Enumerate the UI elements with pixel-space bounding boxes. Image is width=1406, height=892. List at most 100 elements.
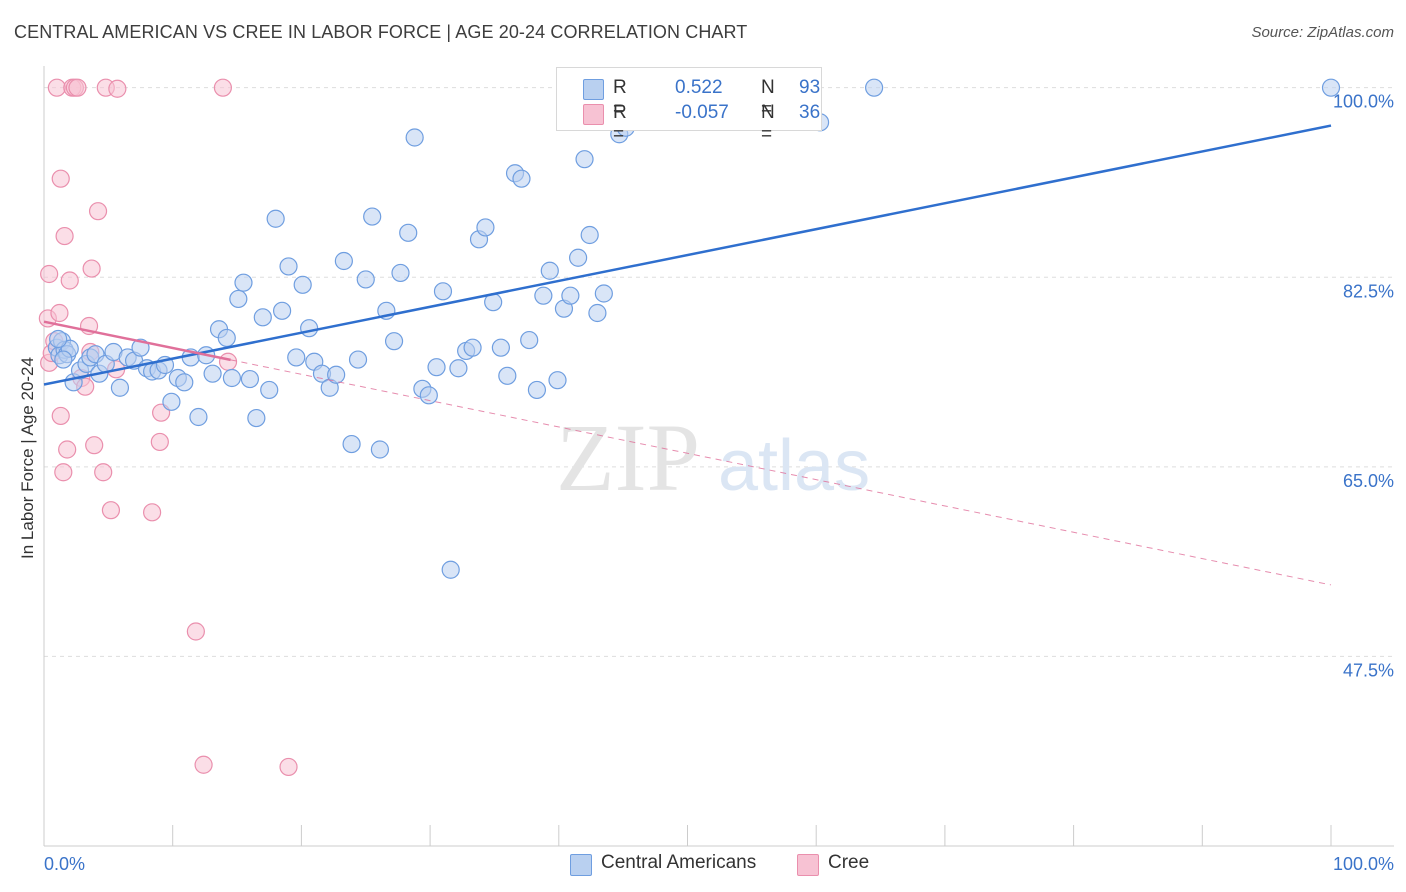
data-point bbox=[548, 371, 567, 390]
data-point bbox=[49, 329, 68, 349]
watermark: ZIP atlas bbox=[556, 404, 870, 511]
data-point bbox=[110, 378, 130, 397]
data-point bbox=[327, 365, 346, 384]
legend-label: Cree bbox=[828, 852, 870, 873]
data-point bbox=[279, 257, 298, 276]
data-point bbox=[279, 757, 298, 777]
data-point bbox=[512, 169, 531, 188]
trendlines bbox=[43, 124, 1332, 586]
watermark-atlas: atlas bbox=[718, 426, 870, 506]
r-label: R = bbox=[613, 77, 627, 120]
data-point bbox=[405, 128, 424, 147]
y-tick-label: 47.5% bbox=[1343, 660, 1394, 680]
data-point bbox=[293, 275, 312, 294]
data-point bbox=[60, 271, 79, 290]
data-point bbox=[217, 328, 236, 348]
x-tick-label: 100.0% bbox=[1333, 854, 1394, 874]
data-point bbox=[520, 330, 539, 350]
watermark-zip: ZIP bbox=[556, 404, 700, 511]
data-point bbox=[54, 350, 73, 369]
data-point bbox=[363, 207, 382, 226]
data-point bbox=[68, 78, 87, 97]
data-point bbox=[348, 350, 368, 369]
data-point bbox=[569, 248, 588, 267]
data-point bbox=[54, 463, 73, 482]
data-point bbox=[203, 364, 222, 383]
central-americans-trendline bbox=[43, 124, 1332, 386]
data-point bbox=[234, 273, 253, 292]
data-point bbox=[50, 303, 69, 323]
data-point bbox=[253, 308, 272, 327]
data-point bbox=[449, 359, 468, 378]
data-point bbox=[491, 338, 510, 357]
data-point bbox=[594, 284, 613, 303]
pink-swatch bbox=[797, 854, 819, 876]
data-point bbox=[287, 348, 306, 367]
data-point bbox=[186, 622, 205, 641]
data-point bbox=[240, 369, 260, 389]
y-tick-label: 100.0% bbox=[1333, 92, 1394, 112]
data-point bbox=[82, 259, 101, 278]
cree-trendline-dashed bbox=[230, 359, 1332, 586]
data-point bbox=[540, 261, 559, 280]
legend-label: Central Americans bbox=[601, 852, 757, 873]
r-value: -0.057 bbox=[675, 102, 729, 123]
data-point bbox=[561, 286, 580, 305]
data-point bbox=[101, 501, 121, 520]
data-point bbox=[272, 301, 292, 320]
data-point bbox=[384, 332, 404, 351]
data-point bbox=[55, 226, 74, 246]
n-label: N = bbox=[761, 77, 775, 120]
data-point bbox=[1321, 78, 1341, 97]
blue-swatch bbox=[583, 79, 604, 100]
data-point bbox=[463, 338, 482, 357]
data-point bbox=[575, 150, 594, 169]
pink-swatch bbox=[583, 104, 604, 125]
data-point bbox=[260, 380, 279, 400]
data-point bbox=[534, 286, 553, 305]
r-label: R = bbox=[613, 102, 627, 145]
data-point bbox=[194, 755, 213, 774]
y-tick-label: 65.0% bbox=[1343, 471, 1394, 491]
cree-points bbox=[38, 78, 298, 777]
tick-labels: 47.5% 65.0% 82.5% 100.0% 0.0% 100.0% bbox=[44, 92, 1394, 874]
data-point bbox=[108, 79, 127, 98]
data-point bbox=[94, 463, 113, 482]
cree-trendline-solid bbox=[43, 320, 231, 362]
data-point bbox=[85, 436, 104, 455]
data-point bbox=[427, 358, 446, 377]
data-point bbox=[266, 209, 285, 228]
data-point bbox=[580, 225, 599, 245]
axes bbox=[43, 66, 1394, 847]
data-point bbox=[213, 78, 232, 97]
data-point bbox=[588, 303, 607, 323]
data-point bbox=[441, 560, 460, 579]
data-point bbox=[399, 223, 418, 242]
data-point bbox=[51, 169, 70, 188]
data-point bbox=[189, 407, 208, 427]
data-point bbox=[88, 202, 108, 221]
data-point bbox=[391, 263, 410, 283]
data-point bbox=[419, 386, 438, 405]
data-point bbox=[58, 440, 77, 459]
n-value: 36 bbox=[799, 102, 821, 123]
n-label: N = bbox=[761, 102, 775, 145]
r-value: 0.522 bbox=[675, 77, 723, 98]
data-point bbox=[498, 366, 517, 385]
data-point bbox=[247, 408, 266, 428]
data-point bbox=[229, 289, 248, 309]
central-americans-points bbox=[47, 78, 1341, 579]
data-point bbox=[433, 282, 453, 301]
data-point bbox=[143, 503, 162, 522]
data-point bbox=[370, 440, 390, 459]
data-point bbox=[865, 78, 884, 97]
source-credit: Source: ZipAtlas.com bbox=[1251, 24, 1394, 41]
data-point bbox=[527, 380, 547, 400]
data-point bbox=[162, 392, 181, 411]
x-tick-label: 0.0% bbox=[44, 854, 85, 874]
data-point bbox=[150, 432, 169, 452]
data-point bbox=[342, 434, 361, 454]
stats-legend: R = 0.522 N = 93 R = -0.057 N = 36 bbox=[556, 67, 822, 145]
data-point bbox=[218, 352, 238, 371]
